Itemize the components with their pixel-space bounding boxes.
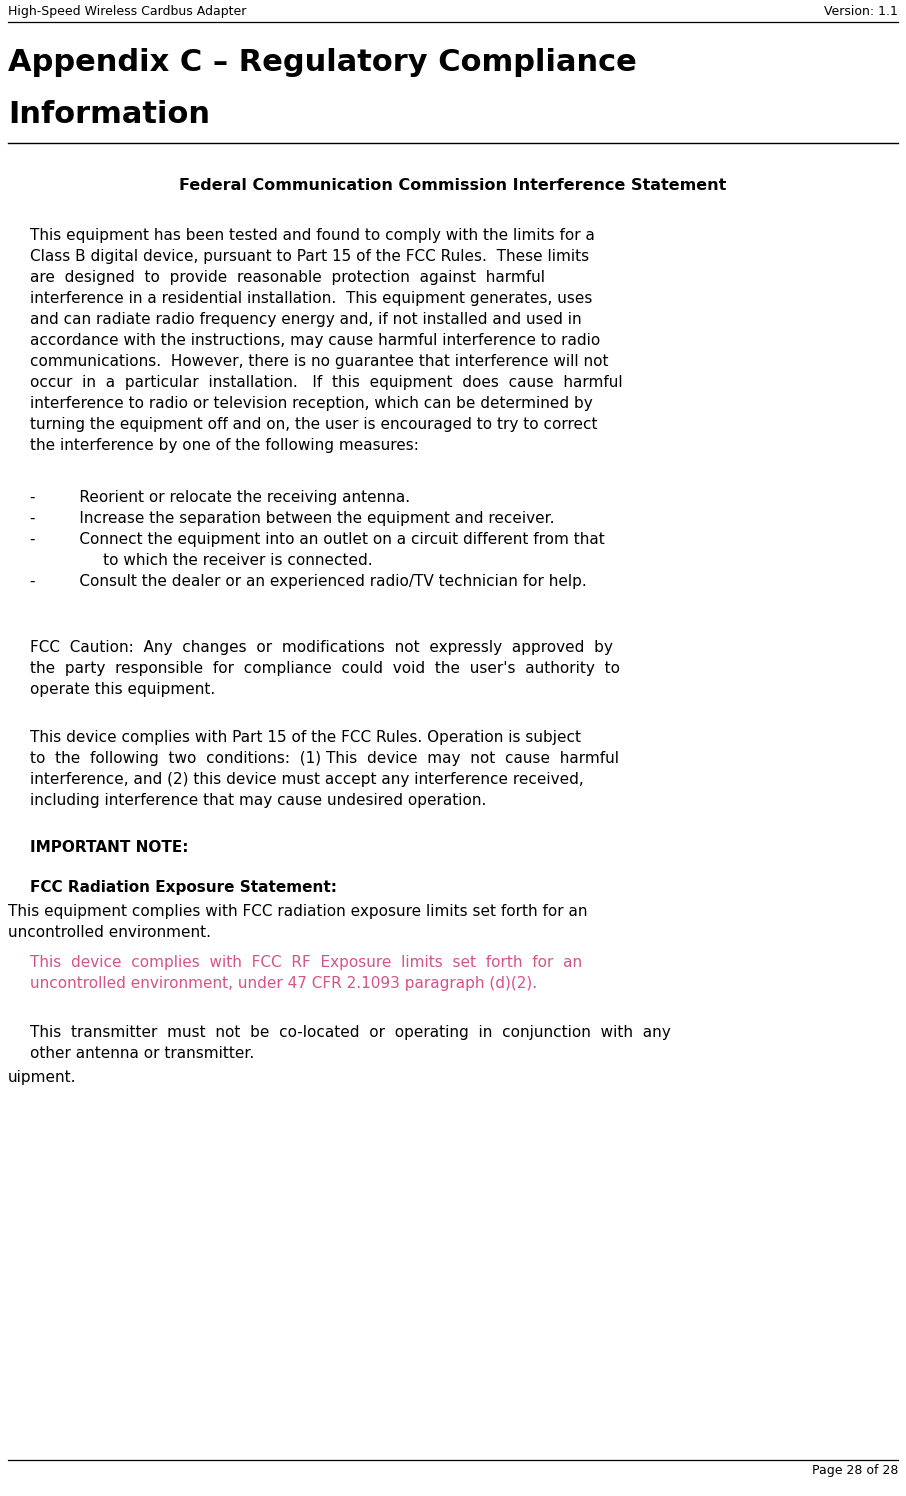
Text: Version: 1.1: Version: 1.1 — [824, 4, 898, 18]
Text: the  party  responsible  for  compliance  could  void  the  user's  authority  t: the party responsible for compliance cou… — [30, 661, 620, 676]
Text: FCC Radiation Exposure Statement:: FCC Radiation Exposure Statement: — [30, 880, 337, 895]
Text: uipment.: uipment. — [8, 1070, 76, 1085]
Text: This equipment complies with FCC radiation exposure limits set forth for an: This equipment complies with FCC radiati… — [8, 904, 587, 919]
Text: and can radiate radio frequency energy and, if not installed and used in: and can radiate radio frequency energy a… — [30, 313, 582, 328]
Text: turning the equipment off and on, the user is encouraged to try to correct: turning the equipment off and on, the us… — [30, 417, 597, 432]
Text: operate this equipment.: operate this equipment. — [30, 682, 216, 697]
Text: High-Speed Wireless Cardbus Adapter: High-Speed Wireless Cardbus Adapter — [8, 4, 246, 18]
Text: occur  in  a  particular  installation.   If  this  equipment  does  cause  harm: occur in a particular installation. If t… — [30, 375, 622, 390]
Text: IMPORTANT NOTE:: IMPORTANT NOTE: — [30, 839, 188, 856]
Text: Federal Communication Commission Interference Statement: Federal Communication Commission Interfe… — [179, 178, 727, 193]
Text: including interference that may cause undesired operation.: including interference that may cause un… — [30, 793, 487, 808]
Text: other antenna or transmitter.: other antenna or transmitter. — [30, 1046, 255, 1061]
Text: interference in a residential installation.  This equipment generates, uses: interference in a residential installati… — [30, 292, 593, 307]
Text: -         Consult the dealer or an experienced radio/TV technician for help.: - Consult the dealer or an experienced r… — [30, 574, 587, 589]
Text: Page 28 of 28: Page 28 of 28 — [812, 1465, 898, 1477]
Text: uncontrolled environment, under 47 CFR 2.1093 paragraph (d)(2).: uncontrolled environment, under 47 CFR 2… — [30, 975, 537, 990]
Text: This  device  complies  with  FCC  RF  Exposure  limits  set  forth  for  an: This device complies with FCC RF Exposur… — [30, 954, 583, 969]
Text: the interference by one of the following measures:: the interference by one of the following… — [30, 438, 419, 453]
Text: interference, and (2) this device must accept any interference received,: interference, and (2) this device must a… — [30, 772, 583, 787]
Text: -         Reorient or relocate the receiving antenna.: - Reorient or relocate the receiving ant… — [30, 491, 410, 506]
Text: to  the  following  two  conditions:  (1) This  device  may  not  cause  harmful: to the following two conditions: (1) Thi… — [30, 751, 619, 766]
Text: interference to radio or television reception, which can be determined by: interference to radio or television rece… — [30, 396, 593, 411]
Text: This  transmitter  must  not  be  co-located  or  operating  in  conjunction  wi: This transmitter must not be co-located … — [30, 1025, 670, 1040]
Text: uncontrolled environment.: uncontrolled environment. — [8, 925, 211, 939]
Text: This device complies with Part 15 of the FCC Rules. Operation is subject: This device complies with Part 15 of the… — [30, 730, 581, 745]
Text: are  designed  to  provide  reasonable  protection  against  harmful: are designed to provide reasonable prote… — [30, 269, 545, 286]
Text: -         Connect the equipment into an outlet on a circuit different from that: - Connect the equipment into an outlet o… — [30, 533, 604, 548]
Text: to which the receiver is connected.: to which the receiver is connected. — [30, 554, 372, 568]
Text: Information: Information — [8, 100, 210, 129]
Text: communications.  However, there is no guarantee that interference will not: communications. However, there is no gua… — [30, 355, 609, 370]
Text: This equipment has been tested and found to comply with the limits for a: This equipment has been tested and found… — [30, 227, 595, 242]
Text: FCC  Caution:  Any  changes  or  modifications  not  expressly  approved  by: FCC Caution: Any changes or modification… — [30, 640, 612, 655]
Text: Appendix C – Regulatory Compliance: Appendix C – Regulatory Compliance — [8, 48, 637, 76]
Text: accordance with the instructions, may cause harmful interference to radio: accordance with the instructions, may ca… — [30, 334, 601, 349]
Text: Class B digital device, pursuant to Part 15 of the FCC Rules.  These limits: Class B digital device, pursuant to Part… — [30, 248, 589, 263]
Text: -         Increase the separation between the equipment and receiver.: - Increase the separation between the eq… — [30, 512, 554, 527]
